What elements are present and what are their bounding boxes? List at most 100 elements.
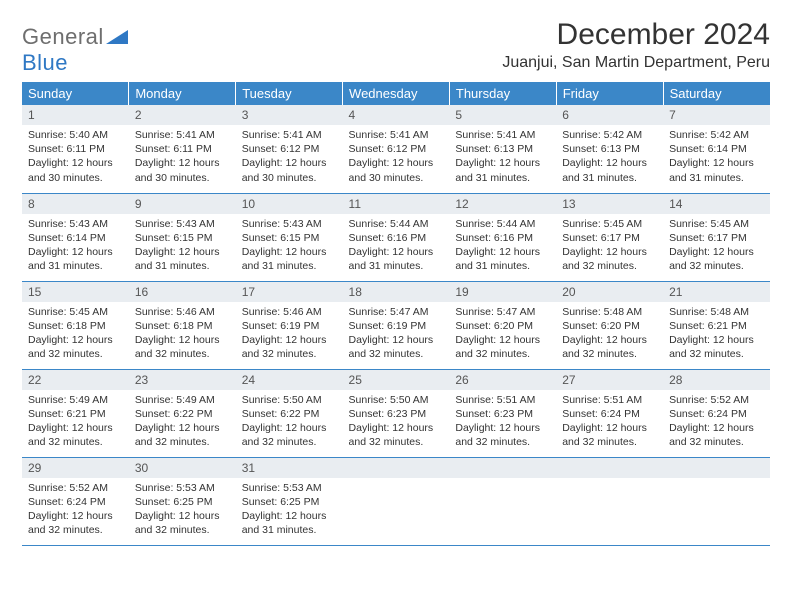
sunset-line: Sunset: 6:12 PM [242, 143, 320, 155]
logo-word-1: General [22, 24, 104, 49]
day-number: 16 [129, 282, 236, 302]
calendar-cell: 13Sunrise: 5:45 AMSunset: 6:17 PMDayligh… [556, 193, 663, 281]
daylight-line: Daylight: 12 hours and 30 minutes. [28, 157, 113, 183]
sunset-line: Sunset: 6:20 PM [562, 320, 640, 332]
sunrise-line: Sunrise: 5:45 AM [669, 218, 749, 230]
sunset-line: Sunset: 6:13 PM [562, 143, 640, 155]
day-number: 12 [449, 194, 556, 214]
calendar-cell [556, 457, 663, 545]
sunrise-line: Sunrise: 5:44 AM [455, 218, 535, 230]
day-number-empty [556, 458, 663, 478]
daylight-line: Daylight: 12 hours and 32 minutes. [28, 510, 113, 536]
daylight-line: Daylight: 12 hours and 32 minutes. [562, 334, 647, 360]
day-body-empty [449, 478, 556, 532]
calendar-cell: 22Sunrise: 5:49 AMSunset: 6:21 PMDayligh… [22, 369, 129, 457]
sunrise-line: Sunrise: 5:49 AM [28, 394, 108, 406]
calendar-row: 8Sunrise: 5:43 AMSunset: 6:14 PMDaylight… [22, 193, 770, 281]
day-body: Sunrise: 5:40 AMSunset: 6:11 PMDaylight:… [22, 125, 129, 189]
day-body: Sunrise: 5:51 AM Sunset: 6:23 PM Daylight:… [449, 390, 556, 454]
logo-triangle-icon [106, 30, 128, 44]
daylight-line: Daylight: 12 hours and 31 minutes. [669, 157, 754, 183]
sunrise-line: Sunrise: 5:44 AM [349, 218, 429, 230]
calendar-cell: 1Sunrise: 5:40 AMSunset: 6:11 PMDaylight… [22, 105, 129, 193]
sunrise-line: Sunrise: 5:47 AM [455, 306, 535, 318]
calendar-cell: 30Sunrise: 5:53 AMSunset: 6:25 PMDayligh… [129, 457, 236, 545]
calendar-cell: 19Sunrise: 5:47 AMSunset: 6:20 PMDayligh… [449, 281, 556, 369]
sunrise-line: Sunrise: 5:41 AM [242, 129, 322, 141]
day-body: Sunrise: 5:42 AMSunset: 6:14 PMDaylight:… [663, 125, 770, 189]
weekday-header: Monday [129, 82, 236, 105]
sunrise-line: Sunrise: 5:51 AM [562, 394, 642, 406]
calendar-cell: 12Sunrise: 5:44 AMSunset: 6:16 PMDayligh… [449, 193, 556, 281]
daylight-line: Daylight: 12 hours and 32 minutes. [135, 422, 220, 448]
sunrise-line: Sunrise: 5:52 AM [669, 394, 749, 406]
day-number: 28 [663, 370, 770, 390]
weekday-header: Wednesday [343, 82, 450, 105]
sunset-line: Sunset: 6:13 PM [455, 143, 533, 155]
calendar-row: 22Sunrise: 5:49 AMSunset: 6:21 PMDayligh… [22, 369, 770, 457]
day-number: 27 [556, 370, 663, 390]
sunrise-line: Sunrise: 5:42 AM [669, 129, 749, 141]
sunrise-line: Sunrise: 5:43 AM [135, 218, 215, 230]
sunrise-line: Sunrise: 5:45 AM [28, 306, 108, 318]
calendar-row: 1Sunrise: 5:40 AMSunset: 6:11 PMDaylight… [22, 105, 770, 193]
sunset-line: Sunset: 6:14 PM [28, 232, 106, 244]
daylight-line: Daylight: 12 hours and 32 minutes. [349, 422, 434, 448]
day-body: Sunrise: 5:49 AMSunset: 6:22 PMDaylight:… [129, 390, 236, 454]
day-body: Sunrise: 5:48 AMSunset: 6:21 PMDaylight:… [663, 302, 770, 366]
day-body: Sunrise: 5:53 AMSunset: 6:25 PMDaylight:… [236, 478, 343, 542]
sunset-line: Sunset: 6:22 PM [135, 408, 213, 420]
sunrise-line: Sunrise: 5:51 AM [455, 394, 535, 406]
sunrise-line: Sunrise: 5:43 AM [242, 218, 322, 230]
daylight-line: Daylight: 12 hours and 32 minutes. [669, 422, 754, 448]
daylight-line: Daylight: 12 hours and 31 minutes. [455, 246, 540, 272]
day-number: 31 [236, 458, 343, 478]
calendar-row: 15 Sunrise: 5:45 AM Sunset: 6:18 PM Dayligh… [22, 281, 770, 369]
day-body: Sunrise: 5:52 AMSunset: 6:24 PMDaylight:… [663, 390, 770, 454]
day-body: Sunrise: 5:46 AMSunset: 6:18 PMDaylight:… [129, 302, 236, 366]
day-body-empty [663, 478, 770, 532]
weekday-header: Friday [556, 82, 663, 105]
day-number: 19 [449, 282, 556, 302]
day-number: 4 [343, 105, 450, 125]
day-number: 5 [449, 105, 556, 125]
calendar-cell: 26Sunrise: 5:51 AMSunset: 6:23 PMDayligh… [449, 369, 556, 457]
month-title: December 2024 [502, 18, 770, 52]
sunrise-line: Sunrise: 5:48 AM [562, 306, 642, 318]
day-body: Sunrise: 5:43 AMSunset: 6:14 PMDaylight:… [22, 214, 129, 278]
day-number-empty [449, 458, 556, 478]
daylight-line: Daylight: 12 hours and 32 minutes. [455, 422, 540, 448]
calendar-cell: 7Sunrise: 5:42 AMSunset: 6:14 PMDaylight… [663, 105, 770, 193]
title-block: December 2024 Juanjui, San Martin Depart… [502, 18, 770, 78]
calendar-cell [343, 457, 450, 545]
sunrise-line: Sunrise: 5:50 AM [242, 394, 322, 406]
sunset-line: Sunset: 6:15 PM [135, 232, 213, 244]
calendar-cell: 8Sunrise: 5:43 AMSunset: 6:14 PMDaylight… [22, 193, 129, 281]
day-body: Sunrise: 5:43 AMSunset: 6:15 PMDaylight:… [236, 214, 343, 278]
day-number-empty [663, 458, 770, 478]
sunset-line: Sunset: 6:11 PM [28, 143, 105, 155]
sunrise-line: Sunrise: 5:53 AM [242, 482, 322, 494]
day-body: Sunrise: 5:45 AMSunset: 6:17 PMDaylight:… [663, 214, 770, 278]
daylight-line: Daylight: 12 hours and 32 minutes. [349, 334, 434, 360]
sunrise-line: Sunrise: 5:41 AM [455, 129, 535, 141]
calendar-row: 29Sunrise: 5:52 AMSunset: 6:24 PMDayligh… [22, 457, 770, 545]
calendar-cell [449, 457, 556, 545]
calendar-cell: 5Sunrise: 5:41 AMSunset: 6:13 PMDaylight… [449, 105, 556, 193]
day-number: 15 [22, 282, 129, 302]
day-number: 22 [22, 370, 129, 390]
sunrise-line: Sunrise: 5:41 AM [135, 129, 215, 141]
day-number: 24 [236, 370, 343, 390]
day-body: Sunrise: 5:46 AMSunset: 6:19 PMDaylight:… [236, 302, 343, 366]
sunset-line: Sunset: 6:19 PM [349, 320, 427, 332]
daylight-line: Daylight: 12 hours and 30 minutes. [242, 157, 327, 183]
daylight-line: Daylight: 12 hours and 30 minutes. [349, 157, 434, 183]
logo-word-2: Blue [22, 50, 68, 75]
sunset-line: Sunset: 6:21 PM [669, 320, 747, 332]
sunset-line: Sunset: 6:23 PM [455, 408, 533, 420]
calendar-cell: 29Sunrise: 5:52 AMSunset: 6:24 PMDayligh… [22, 457, 129, 545]
sunset-line: Sunset: 6:18 PM [135, 320, 213, 332]
daylight-line: Daylight: 12 hours and 31 minutes. [28, 246, 113, 272]
daylight-line: Daylight: 12 hours and 32 minutes. [242, 334, 327, 360]
sunrise-line: Sunrise: 5:53 AM [135, 482, 215, 494]
